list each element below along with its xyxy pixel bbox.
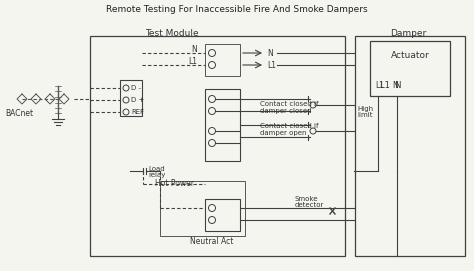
Text: N: N xyxy=(267,49,273,57)
Text: Smoke: Smoke xyxy=(295,196,319,202)
Text: damper open: damper open xyxy=(260,130,307,136)
Bar xyxy=(205,199,240,231)
Text: L1  N: L1 N xyxy=(380,82,401,91)
Text: Contact closed if: Contact closed if xyxy=(260,101,319,107)
Text: Load: Load xyxy=(148,166,164,172)
Bar xyxy=(205,89,240,161)
Text: REF: REF xyxy=(131,109,144,115)
Bar xyxy=(355,36,465,256)
Text: Neutral Act: Neutral Act xyxy=(191,237,234,246)
Bar xyxy=(90,36,345,256)
Text: detector: detector xyxy=(295,202,324,208)
Text: Hot Power: Hot Power xyxy=(155,179,194,189)
Text: Test Module: Test Module xyxy=(145,28,199,37)
Text: L1: L1 xyxy=(267,60,276,69)
Bar xyxy=(160,181,245,236)
Text: High: High xyxy=(357,106,373,112)
Bar xyxy=(205,44,240,76)
Text: L1: L1 xyxy=(375,82,384,91)
Text: Contact closed if: Contact closed if xyxy=(260,123,319,129)
Text: damper closed: damper closed xyxy=(260,108,311,114)
Text: D +: D + xyxy=(131,97,145,103)
Text: N: N xyxy=(392,82,398,91)
Text: Damper: Damper xyxy=(390,28,426,37)
Text: BACnet: BACnet xyxy=(5,109,33,118)
Text: N: N xyxy=(191,46,197,54)
Text: Actuator: Actuator xyxy=(391,51,429,60)
Bar xyxy=(120,80,142,116)
Text: L1: L1 xyxy=(188,57,197,66)
Text: D -: D - xyxy=(131,85,141,91)
Text: Remote Testing For Inaccessible Fire And Smoke Dampers: Remote Testing For Inaccessible Fire And… xyxy=(106,5,368,15)
Bar xyxy=(370,41,450,96)
Text: limit: limit xyxy=(357,112,373,118)
Text: relay: relay xyxy=(148,172,165,178)
